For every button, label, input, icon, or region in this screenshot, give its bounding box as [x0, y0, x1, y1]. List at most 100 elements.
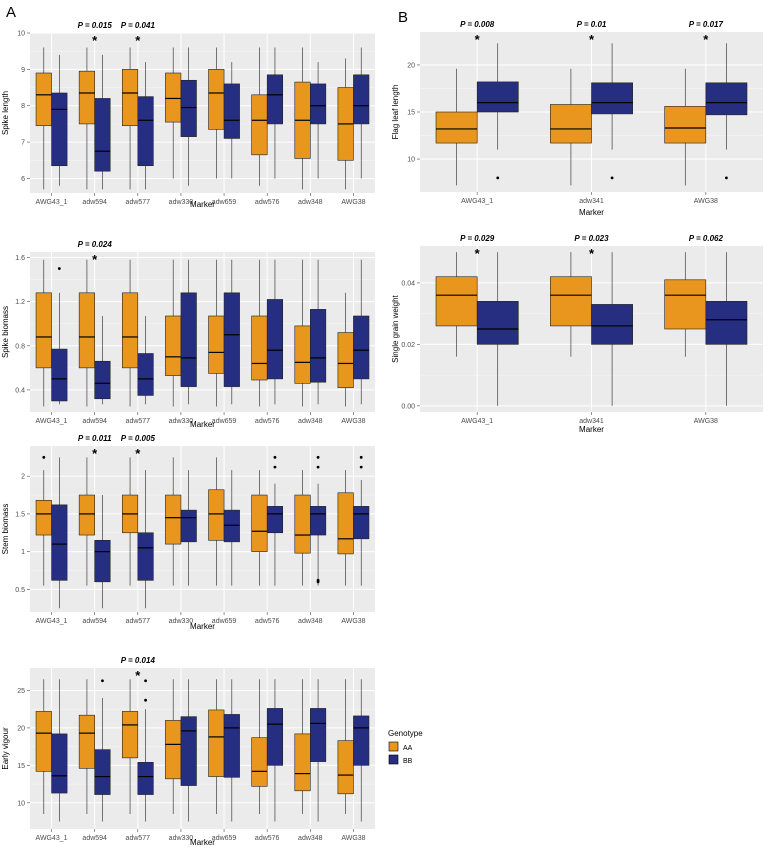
significance-star: * — [475, 32, 481, 47]
chart-4: 10 15 20 25 AWG43_1 adw594 adw577 adw330 adw659 a… — [1, 656, 375, 847]
box-bb — [310, 83, 327, 125]
box-aa — [35, 711, 52, 772]
box-bb — [180, 79, 197, 137]
x-axis-title: Marker — [190, 200, 215, 209]
box-aa — [435, 276, 478, 327]
box-aa — [78, 714, 95, 769]
y-tick-label: 0.8 — [15, 343, 25, 350]
box-aa — [35, 292, 52, 369]
box-bb — [137, 96, 154, 167]
box-aa — [664, 106, 707, 144]
x-tick-label: adw330 — [169, 618, 194, 625]
p-value-label: P = 0.029 — [460, 234, 495, 243]
box-aa — [337, 332, 354, 389]
significance-star: * — [475, 246, 481, 261]
outlier-point — [144, 679, 147, 683]
significance-star: * — [135, 446, 141, 461]
box-aa — [294, 325, 311, 384]
box-bb — [266, 74, 284, 125]
box-aa — [550, 276, 592, 327]
box-aa — [121, 711, 139, 759]
box-aa — [251, 494, 268, 552]
box-bb — [353, 74, 370, 125]
chart-2: 0.4 0.8 1.2 1.6 AWG43_1 adw594 adw577 adw330 adw… — [1, 240, 375, 429]
y-tick-label: 0.4 — [15, 387, 25, 394]
box-aa — [165, 720, 182, 780]
x-tick-label: AWG38 — [694, 418, 718, 425]
x-tick-label: adw348 — [298, 835, 323, 842]
y-tick-label: 15 — [407, 110, 415, 117]
x-tick-label: adw594 — [82, 618, 107, 625]
y-tick-label: 25 — [17, 688, 25, 695]
box-bb — [51, 504, 68, 581]
box-aa — [78, 292, 95, 369]
significance-star: * — [135, 668, 141, 683]
x-tick-label: adw330 — [169, 418, 194, 425]
x-tick-label: AWG43_1 — [461, 418, 493, 425]
box-bb — [223, 292, 240, 387]
box-aa — [550, 104, 592, 144]
outlier-point — [359, 455, 363, 459]
y-axis-title: Early vigour — [1, 727, 10, 770]
legend-label-bb: BB — [403, 758, 413, 765]
y-axis-title: Single grain weight — [391, 294, 400, 362]
box-bb — [180, 292, 197, 387]
box-bb — [266, 708, 284, 766]
x-tick-label: adw594 — [82, 418, 107, 425]
x-tick-label: adw659 — [212, 199, 237, 206]
significance-star: * — [92, 446, 98, 461]
legend-key-bb — [388, 754, 399, 765]
y-tick-label: 10 — [407, 157, 415, 164]
x-tick-label: adw341 — [579, 418, 604, 425]
box-aa — [294, 733, 311, 792]
charts: 6 7 8 9 10 AWG43_1 adw594 adw577 adw330 adw659 adw… — [1, 20, 763, 847]
outlier-point — [496, 176, 500, 180]
outlier-point — [359, 465, 363, 469]
box-bb — [51, 733, 68, 794]
box-bb — [94, 360, 111, 400]
box-bb — [223, 714, 240, 778]
box-bb — [223, 83, 240, 139]
box-bb — [223, 509, 240, 543]
chart-1: 6 7 8 9 10 AWG43_1 adw594 adw577 adw330 adw659 adw… — [1, 21, 375, 209]
panel-label-b: B — [398, 9, 408, 26]
x-tick-label: adw348 — [298, 418, 323, 425]
box-aa — [121, 69, 139, 127]
outlier-point — [316, 455, 320, 459]
y-axis-title: Spike biomass — [1, 306, 10, 358]
p-value-label: P = 0.005 — [121, 434, 156, 443]
box-aa — [165, 72, 182, 123]
x-tick-label: adw594 — [82, 199, 107, 206]
x-tick-label: adw577 — [126, 618, 151, 625]
y-tick-label: 2 — [21, 474, 25, 481]
y-axis-title: Flag leaf length — [391, 85, 400, 140]
box-bb — [353, 715, 370, 766]
y-tick-label: 20 — [17, 725, 25, 732]
x-tick-label: adw348 — [298, 618, 323, 625]
p-value-label: P = 0.011 — [78, 434, 112, 443]
x-tick-label: adw576 — [255, 835, 280, 842]
x-tick-label: adw348 — [298, 199, 323, 206]
box-aa — [251, 737, 268, 787]
significance-star: * — [703, 32, 709, 47]
x-tick-label: AWG43_1 — [36, 418, 68, 425]
x-tick-label: AWG38 — [341, 618, 365, 625]
box-aa — [251, 94, 268, 156]
y-tick-label: 0.5 — [15, 587, 25, 594]
x-tick-label: AWG43_1 — [36, 618, 68, 625]
box-aa — [251, 315, 268, 381]
significance-star: * — [135, 33, 141, 48]
box-bb — [705, 301, 748, 345]
significance-star: * — [589, 246, 595, 261]
box-bb — [476, 81, 519, 113]
y-tick-label: 7 — [21, 140, 25, 147]
x-tick-label: adw659 — [212, 418, 237, 425]
x-tick-label: AWG43_1 — [36, 835, 68, 842]
significance-star: * — [92, 33, 98, 48]
chart-6: 0.00 0.02 0.04 AWG43_1 adw341 AWG38 P = 0.029 *… — [391, 234, 763, 434]
box-aa — [35, 72, 52, 127]
outlier-point — [42, 455, 46, 459]
x-tick-label: adw577 — [126, 199, 151, 206]
box-aa — [337, 740, 354, 795]
